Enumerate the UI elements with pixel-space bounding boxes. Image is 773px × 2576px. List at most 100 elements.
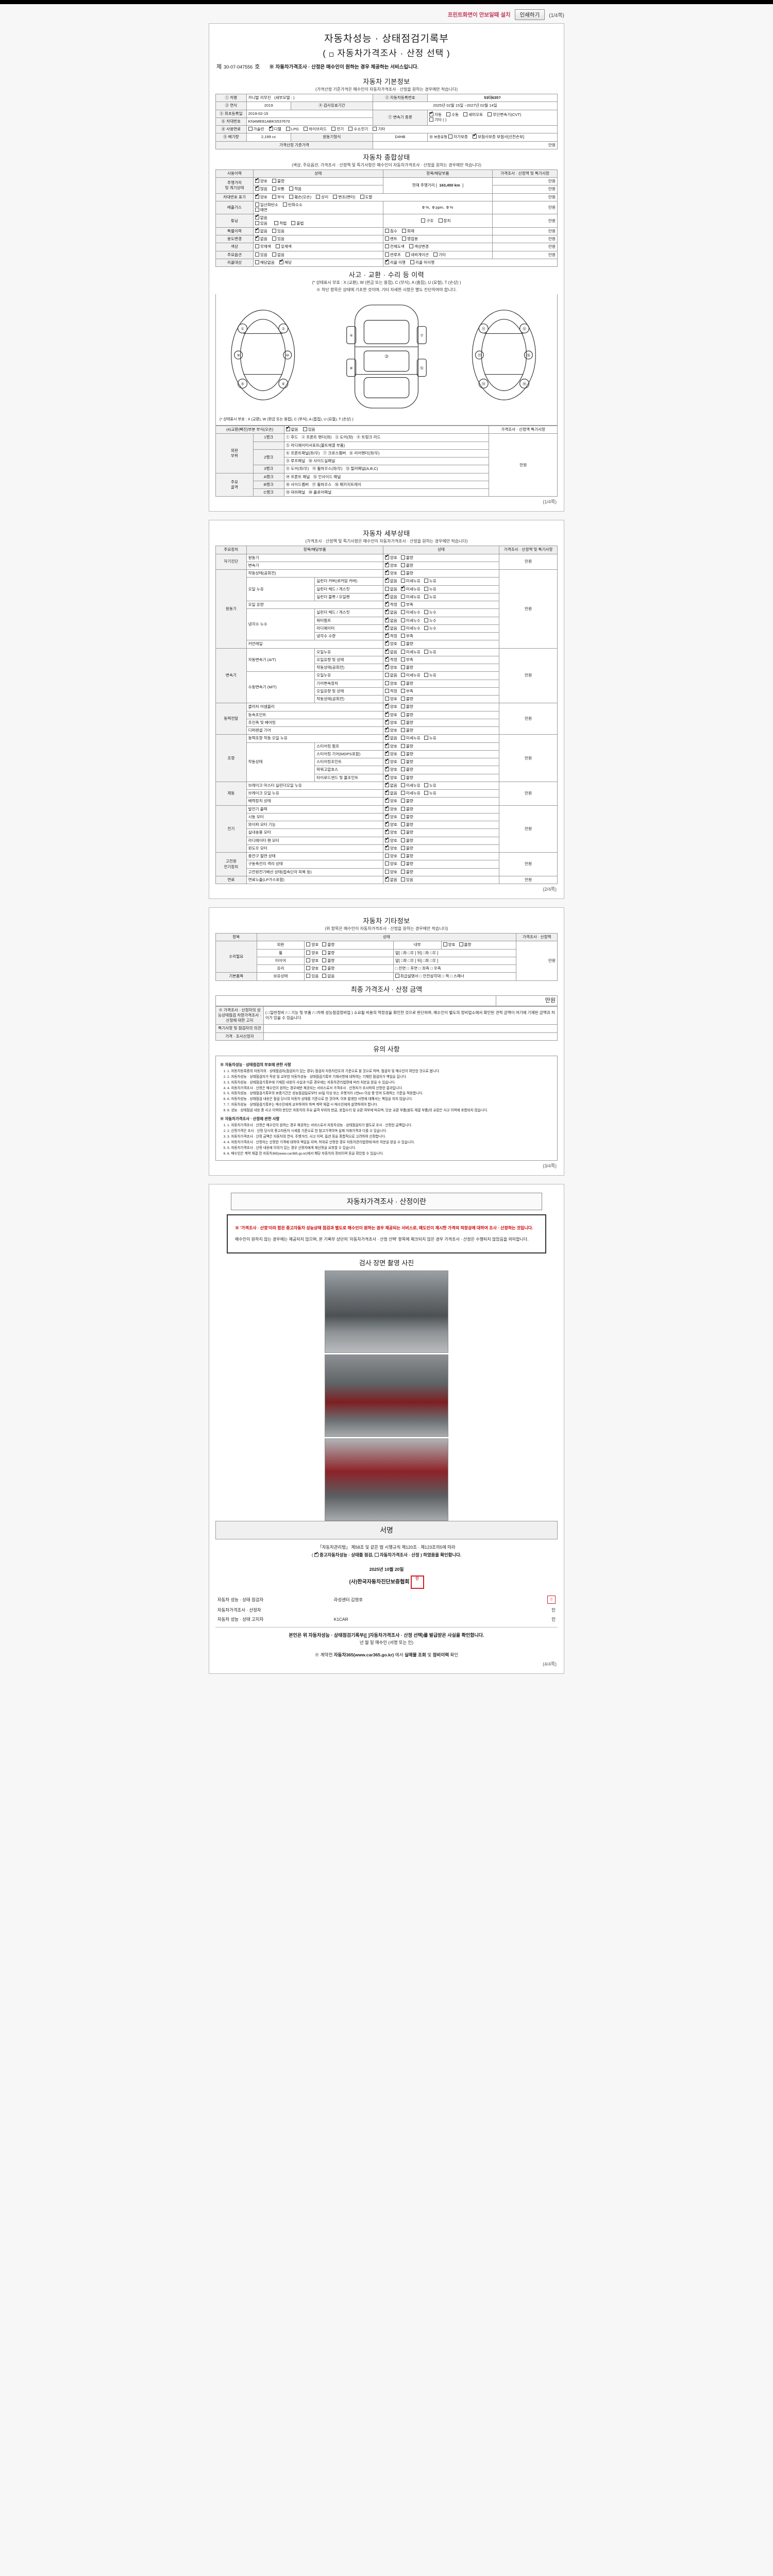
wdm-bad[interactable]: 불량 — [400, 845, 413, 851]
glass-good[interactable]: 양호 — [306, 966, 318, 971]
trans-opt-auto[interactable]: 자동 — [429, 111, 442, 117]
tuning-part-structure[interactable]: 구조 — [421, 218, 433, 224]
engine-good[interactable]: 양호 — [384, 554, 397, 561]
bol-minor[interactable]: 미세누유 — [400, 791, 421, 796]
tire-good[interactable]: 양호 — [306, 958, 318, 963]
wp-leak[interactable]: 누수 — [424, 618, 436, 623]
wp-minor[interactable]: 미세누수 — [400, 618, 421, 623]
ati-bad[interactable]: 불량 — [400, 665, 413, 670]
mti-good[interactable]: 양호 — [384, 697, 397, 702]
item-manual-checkbox[interactable] — [395, 974, 399, 978]
ph-good[interactable]: 양호 — [384, 766, 397, 772]
rf-bad[interactable]: 불량 — [400, 838, 413, 843]
special-opt-none[interactable]: 없음 — [255, 227, 267, 234]
mileage-level-many[interactable]: 많음 — [255, 185, 267, 192]
cl-low[interactable]: 부족 — [400, 634, 413, 639]
bo-minor[interactable]: 미세누유 — [400, 594, 421, 600]
vin-opt-different[interactable]: 상이 — [316, 194, 328, 200]
usage-part-business[interactable]: 영업용 — [401, 236, 418, 242]
recall-done[interactable]: 리콜 이행 — [384, 259, 406, 265]
wdm-good[interactable]: 양호 — [384, 844, 397, 851]
vin-opt-good[interactable]: 양호 — [255, 193, 267, 200]
glass-bad[interactable]: 불량 — [322, 966, 334, 971]
tuning-opt-yes[interactable]: 있음 — [255, 221, 267, 226]
warranty-opt-insurer[interactable]: 보험사보증 보험사[신한손보] — [472, 133, 524, 140]
mc-minor[interactable]: 미세누유 — [400, 783, 421, 788]
mt-leak[interactable]: 누유 — [424, 673, 436, 678]
st-bad[interactable]: 불량 — [400, 814, 413, 820]
car365-link[interactable]: 자동차365(www.car365.go.kr) — [333, 1652, 394, 1657]
at-leak[interactable]: 누유 — [424, 649, 436, 655]
install-print-driver-link[interactable]: 프린트화면이 안보일때 설치 — [447, 12, 511, 18]
rf-good[interactable]: 양호 — [384, 837, 397, 843]
option-sunroof[interactable]: 썬루프 — [384, 252, 401, 258]
cr-bad[interactable]: 불량 — [400, 641, 413, 647]
ol-ok[interactable]: 적정 — [384, 601, 397, 607]
mtg-good[interactable]: 양호 — [384, 681, 397, 686]
mileage-opt-bad[interactable]: 불량 — [272, 179, 284, 184]
trans-opt-manual[interactable]: 수동 — [446, 112, 459, 117]
rad-none[interactable]: 없음 — [384, 624, 397, 631]
psl-leak[interactable]: 누유 — [424, 736, 436, 741]
color-opt-achromatic[interactable]: 무채색 — [255, 244, 271, 249]
tr-good[interactable]: 양호 — [384, 774, 397, 781]
color-opt-chromatic[interactable]: 유채색 — [276, 244, 292, 249]
trans-opt-semiauto[interactable]: 세미오토 — [463, 112, 483, 117]
mtl-low[interactable]: 부족 — [400, 688, 413, 694]
alt-good[interactable]: 양호 — [384, 805, 397, 812]
mt-none[interactable]: 없음 — [384, 673, 397, 678]
sg-bad[interactable]: 불량 — [400, 751, 413, 757]
ch-leak[interactable]: 누수 — [424, 610, 436, 615]
ext-bad[interactable]: 불량 — [322, 942, 334, 947]
st-good[interactable]: 양호 — [384, 813, 397, 820]
hg-minor[interactable]: 미세누유 — [400, 585, 421, 592]
bol-leak[interactable]: 누유 — [424, 791, 436, 796]
color-part-changed[interactable]: 색상변경 — [409, 244, 429, 249]
alt-bad[interactable]: 불량 — [400, 806, 413, 812]
cp-good[interactable]: 양호 — [384, 854, 397, 859]
rad-minor[interactable]: 미세누수 — [400, 625, 421, 631]
wm-good[interactable]: 양호 — [384, 821, 397, 827]
rc-minor[interactable]: 미세누유 — [400, 579, 421, 584]
ch-minor[interactable]: 미세누수 — [400, 610, 421, 615]
tire-bad[interactable]: 불량 — [322, 958, 334, 963]
vin-opt-altered[interactable]: 변조(변타) — [333, 194, 355, 200]
poss-yes[interactable]: 있음 — [306, 974, 318, 979]
bm-good[interactable]: 양호 — [384, 828, 397, 835]
tuning-opt-illegal[interactable]: 불법 — [291, 221, 304, 226]
sj-bad[interactable]: 불량 — [400, 759, 413, 765]
vin-opt-corrosion[interactable]: 부식 — [272, 194, 284, 200]
options-opt-none[interactable]: 없음 — [272, 252, 284, 258]
hg-leak[interactable]: 누유 — [424, 586, 436, 592]
atl-ok[interactable]: 적정 — [384, 656, 397, 663]
fuel-opt-hydrogen[interactable]: 수소전기 — [348, 127, 368, 132]
psl-none[interactable]: 없음 — [384, 734, 397, 741]
rc-none[interactable]: 없음 — [384, 577, 397, 584]
emission-opt-hc[interactable]: 탄화수소 — [282, 202, 303, 208]
bi-bad[interactable]: 불량 — [400, 861, 413, 867]
tuning-opt-legal[interactable]: 적법 — [274, 221, 287, 226]
trans-opt-cvt[interactable]: 무단변속기(CVT) — [488, 112, 522, 117]
bol-none[interactable]: 없음 — [384, 789, 397, 796]
hv-bad[interactable]: 불량 — [400, 869, 413, 875]
mc-none[interactable]: 없음 — [384, 782, 397, 788]
recall-not-done[interactable]: 리콜 미이행 — [410, 260, 434, 265]
emission-opt-smoke[interactable]: 매연 — [255, 208, 267, 213]
fuel-opt-electric[interactable]: 전기 — [331, 127, 344, 132]
mileage-opt-good[interactable]: 양호 — [255, 177, 267, 184]
usage-opt-yes[interactable]: 있음 — [272, 236, 284, 242]
ph-bad[interactable]: 불량 — [400, 767, 413, 772]
wm-bad[interactable]: 불량 — [400, 822, 413, 827]
corrosion-opt-yes[interactable]: 있음 — [303, 427, 315, 432]
wp-none[interactable]: 없음 — [384, 617, 397, 623]
cr-good[interactable]: 양호 — [384, 640, 397, 647]
clutch-bad[interactable]: 불량 — [400, 704, 413, 709]
tuning-part-device[interactable]: 장치 — [438, 218, 450, 224]
int-bad[interactable]: 불량 — [459, 942, 472, 947]
at-none[interactable]: 없음 — [384, 648, 397, 655]
mc-leak[interactable]: 누유 — [424, 783, 436, 788]
fl-yes[interactable]: 있음 — [400, 877, 413, 883]
hv-good[interactable]: 양호 — [384, 869, 397, 875]
cl-ok[interactable]: 적정 — [384, 632, 397, 639]
engine-bad[interactable]: 불량 — [400, 555, 413, 561]
